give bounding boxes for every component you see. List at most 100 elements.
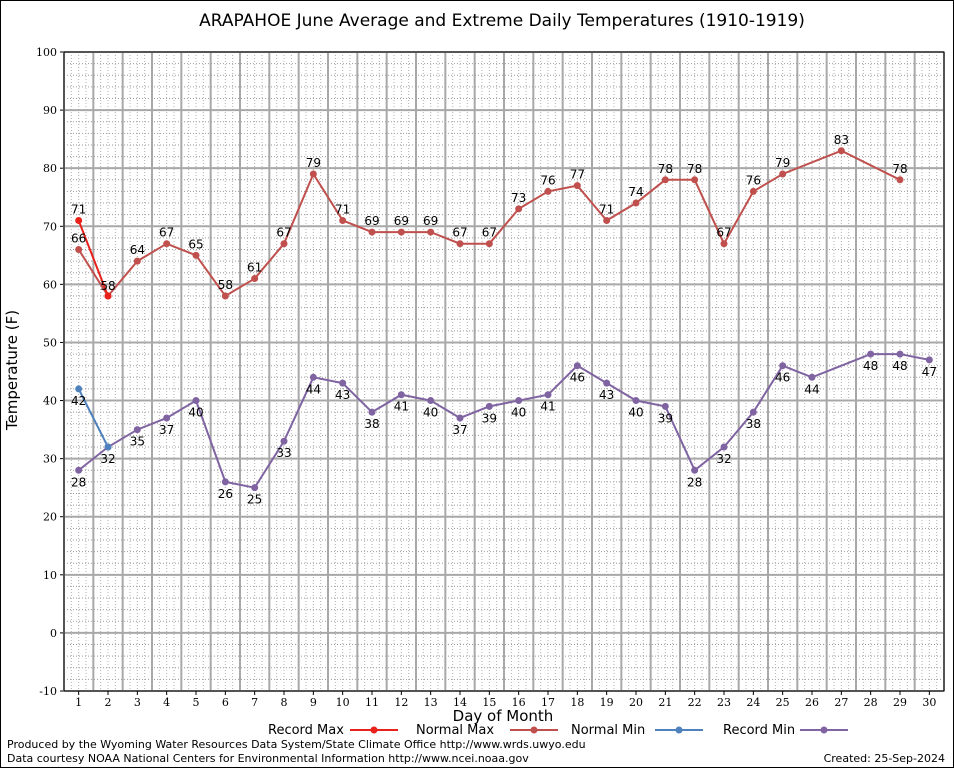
data-label-record-min: 40 — [423, 406, 438, 420]
x-tick-label: 26 — [805, 696, 819, 709]
x-tick-label: 28 — [864, 696, 878, 709]
x-tick-label: 2 — [105, 696, 112, 709]
data-point-normal-max — [573, 182, 581, 190]
data-point-normal-max — [75, 246, 83, 254]
x-tick-label: 11 — [365, 696, 379, 709]
y-tick-label: 0 — [50, 627, 57, 640]
footer-produced-by: Produced by the Wyoming Water Resources … — [7, 738, 586, 751]
footer-created-date: Created: 25-Sep-2024 — [823, 752, 945, 765]
data-point-record-min — [163, 414, 171, 422]
data-label-record-min: 40 — [188, 406, 203, 420]
data-point-normal-max — [603, 216, 611, 224]
data-point-normal-max — [251, 275, 259, 283]
data-point-record-max — [75, 216, 83, 224]
legend-marker-record-min — [820, 726, 828, 734]
data-label-record-min: 37 — [159, 423, 174, 437]
x-tick-label: 30 — [922, 696, 936, 709]
data-point-normal-max — [691, 176, 699, 184]
data-point-record-min — [720, 443, 728, 451]
data-point-record-min — [251, 484, 259, 492]
data-point-record-min — [339, 379, 347, 387]
data-point-record-min — [221, 478, 229, 486]
data-point-normal-max — [544, 187, 552, 195]
series-record-min — [75, 350, 933, 492]
data-label-record-min: 32 — [100, 452, 115, 466]
x-tick-label: 13 — [424, 696, 438, 709]
plot-border — [63, 51, 945, 692]
data-label-normal-max: 58 — [100, 279, 115, 293]
x-tick-label: 24 — [746, 696, 760, 709]
data-label-record-min: 38 — [364, 417, 379, 431]
x-tick-label: 20 — [629, 696, 643, 709]
x-tick-label: 21 — [658, 696, 672, 709]
y-tick-label: 10 — [43, 569, 57, 582]
x-tick-label: 1 — [75, 696, 82, 709]
data-point-record-min — [808, 373, 816, 381]
data-point-normal-max — [837, 147, 845, 155]
data-point-normal-max — [339, 216, 347, 224]
y-tick-label: 80 — [43, 162, 57, 175]
data-label-record-min: 40 — [628, 406, 643, 420]
data-label-normal-max: 58 — [218, 278, 233, 292]
data-point-normal-max — [221, 292, 229, 300]
data-label-record-min: 41 — [540, 400, 555, 414]
data-label-record-min: 33 — [276, 446, 291, 460]
data-point-normal-max — [749, 187, 757, 195]
data-point-record-min — [749, 408, 757, 416]
data-point-normal-max — [397, 228, 405, 236]
legend-label-record-max: Record Max — [268, 723, 344, 738]
data-label-normal-max: 78 — [892, 162, 907, 176]
y-tick-label: 20 — [43, 511, 57, 524]
data-label-record-min: 46 — [570, 371, 585, 385]
data-label-normal-max: 73 — [511, 191, 526, 205]
series-normal-min — [75, 385, 112, 451]
chart-title: ARAPAHOE June Average and Extreme Daily … — [199, 11, 805, 31]
data-point-normal-max — [515, 205, 523, 213]
y-tick-label: 100 — [36, 46, 57, 59]
data-point-record-min — [397, 391, 405, 399]
x-tick-label: 15 — [482, 696, 496, 709]
data-point-record-min — [133, 426, 141, 434]
y-tick-label: 70 — [43, 220, 57, 233]
legend: Record Max Normal Max Normal Min Record Min — [268, 723, 848, 738]
data-label-normal-max: 67 — [159, 226, 174, 240]
data-label-normal-max: 71 — [599, 202, 614, 216]
x-tick-label: 22 — [688, 696, 702, 709]
data-label-normal-max: 83 — [834, 133, 849, 147]
data-label-record-min: 35 — [130, 435, 145, 449]
data-point-record-min — [456, 414, 464, 422]
y-tick-label: 30 — [43, 453, 57, 466]
data-point-normal-max — [192, 251, 200, 259]
y-tick-label: -10 — [39, 685, 57, 698]
data-point-record-min — [573, 362, 581, 370]
data-point-normal-max — [280, 240, 288, 248]
data-point-normal-max — [309, 170, 317, 178]
x-tick-label: 18 — [570, 696, 584, 709]
data-label-record-min: 40 — [511, 406, 526, 420]
x-axis-label: Day of Month — [453, 707, 554, 725]
data-point-normal-max — [720, 240, 728, 248]
data-label-normal-max: 76 — [746, 173, 761, 187]
data-point-normal-max — [896, 176, 904, 184]
data-point-normal-max — [632, 199, 640, 207]
x-tick-label: 19 — [600, 696, 614, 709]
y-tick-label: 40 — [43, 395, 57, 408]
x-tick-label: 29 — [893, 696, 907, 709]
data-point-record-min — [691, 466, 699, 474]
data-label-normal-max: 71 — [335, 202, 350, 216]
data-label-normal-max: 77 — [570, 168, 585, 182]
data-point-record-min — [779, 362, 787, 370]
data-point-record-min — [925, 356, 933, 364]
data-label-record-min: 44 — [804, 382, 819, 396]
data-point-normal-max — [427, 228, 435, 236]
data-label-record-max: 71 — [71, 202, 86, 216]
data-label-normal-min: 42 — [71, 394, 86, 408]
footer-data-courtesy: Data courtesy NOAA National Centers for … — [7, 752, 529, 765]
data-label-record-min: 47 — [922, 365, 937, 379]
data-label-normal-max: 67 — [482, 226, 497, 240]
x-tick-label: 23 — [717, 696, 731, 709]
data-label-normal-max: 74 — [628, 185, 643, 199]
data-label-normal-max: 64 — [130, 243, 145, 257]
data-label-normal-max: 69 — [423, 214, 438, 228]
x-tick-label: 17 — [541, 696, 555, 709]
